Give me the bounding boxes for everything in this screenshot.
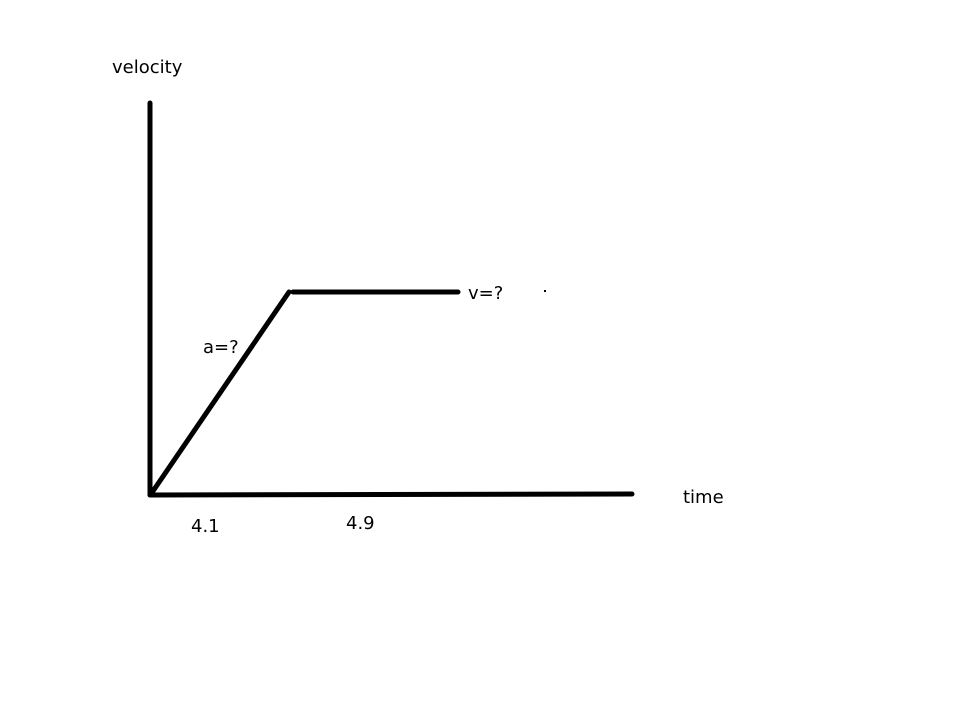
- x-axis-line: [147, 491, 635, 498]
- acceleration-label: a=?: [203, 337, 239, 358]
- time-interval-1-label: 4.1: [191, 516, 220, 537]
- x-axis-label: time: [683, 487, 724, 508]
- time-interval-2-label: 4.9: [346, 513, 375, 534]
- stray-mark: [544, 290, 546, 292]
- acceleration-segment: [148, 289, 292, 497]
- y-axis-label: velocity: [112, 57, 183, 78]
- velocity-label: v=?: [468, 283, 504, 304]
